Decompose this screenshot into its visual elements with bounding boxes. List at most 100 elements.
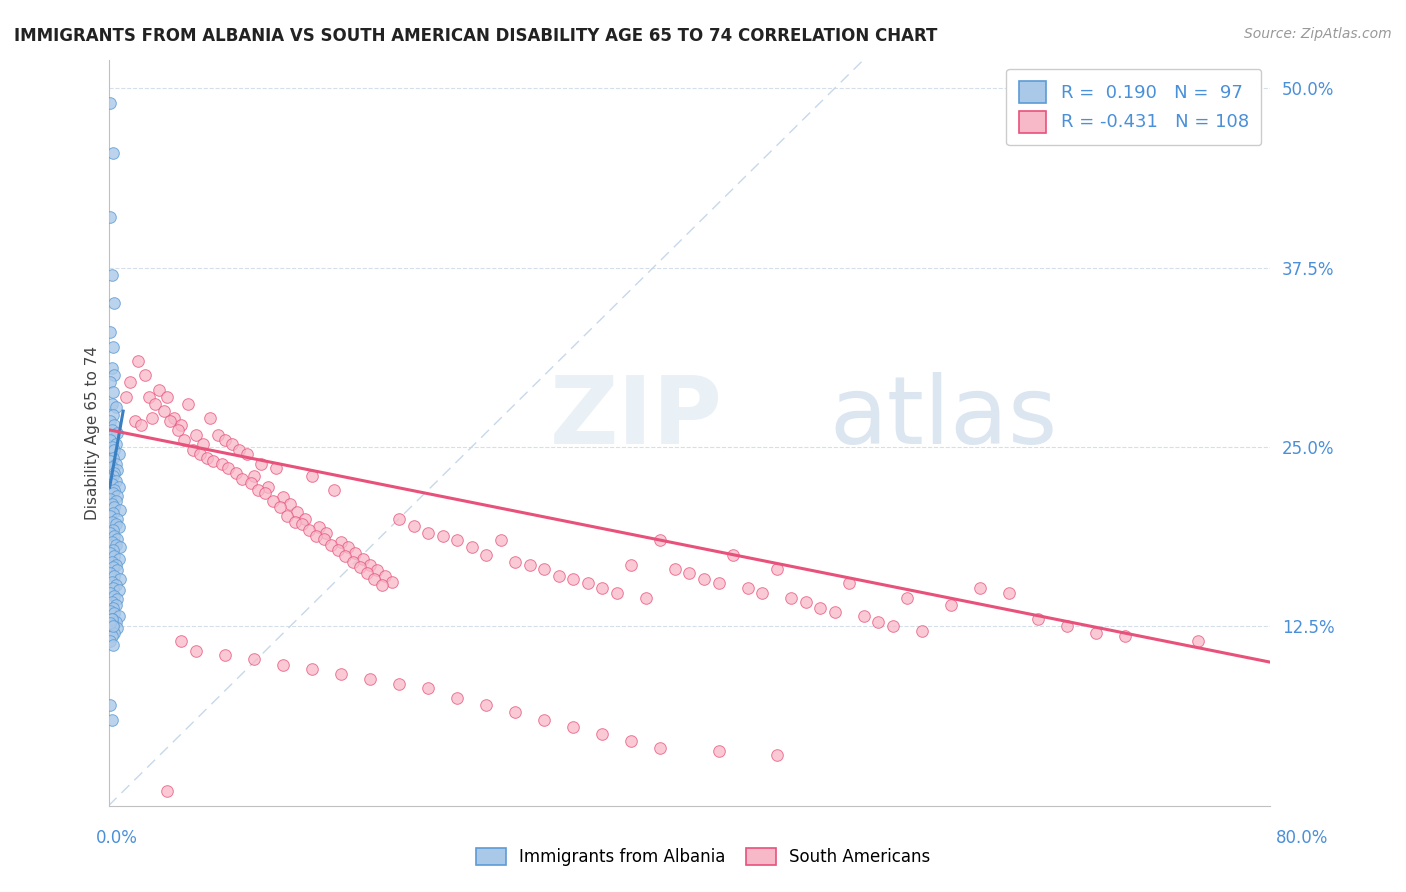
Y-axis label: Disability Age 65 to 74: Disability Age 65 to 74 [86, 345, 100, 520]
Point [159, 414, 181, 428]
Point [591, 727, 613, 741]
Point [330, 534, 353, 549]
Point [101, 451, 124, 466]
Point [104, 537, 127, 551]
Point [105, 563, 128, 577]
Point [104, 475, 127, 489]
Point [100, 574, 122, 589]
Point [104, 517, 127, 532]
Point [200, 411, 222, 425]
Point [170, 633, 193, 648]
Point [98, 566, 121, 581]
Point [170, 418, 193, 433]
Point [352, 552, 374, 566]
Point [100, 515, 122, 529]
Point [195, 451, 218, 466]
Point [100, 595, 122, 609]
Point [98, 414, 121, 428]
Point [98, 624, 121, 638]
Point [105, 489, 128, 503]
Point [315, 526, 337, 541]
Point [98, 616, 121, 631]
Point [312, 532, 335, 546]
Point [207, 428, 229, 442]
Point [105, 592, 128, 607]
Point [107, 583, 129, 598]
Point [124, 414, 146, 428]
Point [349, 560, 371, 574]
Point [228, 442, 250, 457]
Point [337, 541, 360, 555]
Point [356, 566, 378, 581]
Point [98, 433, 121, 447]
Point [247, 483, 270, 497]
Point [115, 390, 138, 404]
Point [1085, 626, 1108, 640]
Point [235, 447, 257, 461]
Point [217, 461, 239, 475]
Point [101, 619, 124, 633]
Point [104, 437, 127, 451]
Point [852, 609, 875, 624]
Point [326, 543, 349, 558]
Point [359, 673, 381, 687]
Point [363, 572, 385, 586]
Point [291, 517, 314, 532]
Point [110, 503, 132, 517]
Point [344, 546, 367, 560]
Text: atlas: atlas [830, 372, 1057, 464]
Point [100, 497, 122, 511]
Point [257, 480, 280, 494]
Text: ZIP: ZIP [550, 372, 723, 464]
Point [330, 666, 353, 681]
Point [101, 428, 124, 442]
Point [287, 504, 309, 518]
Point [98, 95, 121, 110]
Point [243, 468, 266, 483]
Point [105, 621, 128, 635]
Point [163, 411, 186, 425]
Point [107, 447, 129, 461]
Point [100, 713, 122, 727]
Point [191, 437, 214, 451]
Point [103, 549, 125, 563]
Point [107, 552, 129, 566]
Point [319, 537, 342, 551]
Point [101, 145, 124, 160]
Point [101, 638, 124, 652]
Point [402, 519, 425, 533]
Point [148, 383, 170, 397]
Point [134, 368, 156, 383]
Point [98, 508, 121, 523]
Point [105, 425, 128, 440]
Point [808, 600, 831, 615]
Point [765, 562, 787, 576]
Point [416, 681, 439, 695]
Point [243, 652, 266, 666]
Point [214, 433, 236, 447]
Point [214, 648, 236, 662]
Point [475, 548, 498, 562]
Point [100, 397, 122, 411]
Point [98, 698, 121, 713]
Point [335, 549, 357, 563]
Point [475, 698, 498, 713]
Point [100, 534, 122, 549]
Point [103, 529, 125, 543]
Point [780, 591, 803, 605]
Legend: R =  0.190   N =  97, R = -0.431   N = 108: R = 0.190 N = 97, R = -0.431 N = 108 [1007, 69, 1261, 145]
Point [239, 475, 262, 490]
Point [188, 447, 211, 461]
Point [129, 418, 152, 433]
Point [143, 397, 166, 411]
Point [167, 423, 190, 437]
Point [271, 658, 294, 673]
Point [225, 466, 247, 480]
Point [103, 418, 125, 433]
Point [576, 576, 599, 591]
Point [276, 508, 298, 523]
Text: 0.0%: 0.0% [96, 829, 138, 847]
Point [103, 626, 125, 640]
Point [101, 543, 124, 558]
Point [181, 442, 204, 457]
